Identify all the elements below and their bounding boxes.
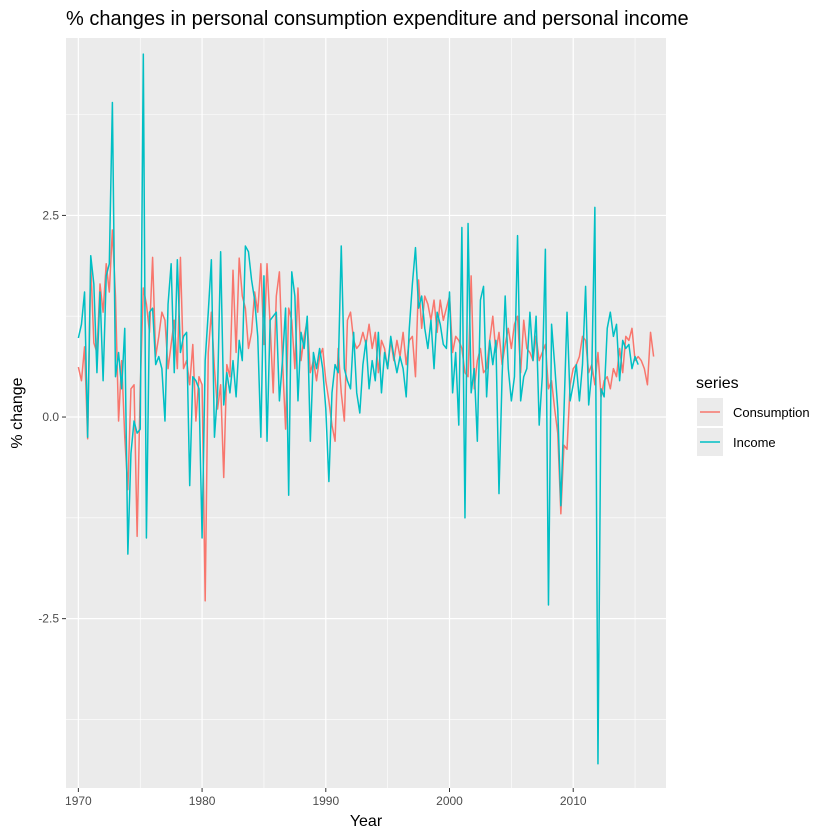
chart-title: % changes in personal consumption expend… <box>66 8 689 30</box>
x-axis-ticks: 1970 1980 1990 2000 2010 <box>65 788 587 808</box>
legend-label-income: Income <box>733 435 776 450</box>
legend-label-consumption: Consumption <box>733 405 810 420</box>
x-tick-label: 1990 <box>312 794 339 808</box>
y-tick-label: -2.5 <box>38 612 59 626</box>
x-tick-label: 1980 <box>189 794 216 808</box>
major-gridlines <box>66 38 666 788</box>
x-tick-label: 2010 <box>560 794 587 808</box>
y-tick-label: 0.0 <box>42 410 59 424</box>
plot-panel <box>66 38 666 788</box>
y-axis-ticks: -2.5 0.0 2.5 <box>38 208 66 626</box>
x-axis-title: Year <box>350 813 383 830</box>
legend-items: Consumption Income <box>697 398 810 456</box>
y-axis-title: % change <box>9 377 26 448</box>
series-line-income <box>77 53 639 765</box>
legend: series Consumption Income <box>696 375 810 456</box>
minor-gridlines <box>66 38 666 788</box>
legend-title: series <box>696 375 739 392</box>
y-tick-label: 2.5 <box>42 208 59 222</box>
series-lines <box>77 53 655 765</box>
x-tick-label: 1970 <box>65 794 92 808</box>
x-tick-label: 2000 <box>436 794 463 808</box>
